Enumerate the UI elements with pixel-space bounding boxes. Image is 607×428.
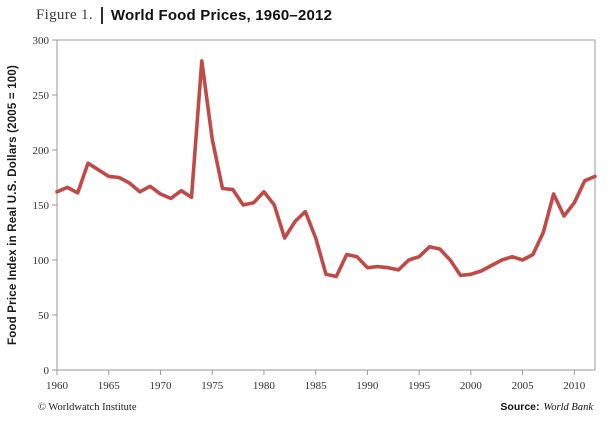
y-tick-label: 150 (33, 200, 50, 212)
y-tick-label: 0 (44, 365, 50, 377)
y-tick-label: 100 (33, 255, 50, 267)
source-label: Source: (500, 401, 540, 413)
x-tick-label: 1980 (253, 380, 276, 392)
source-value: World Bank (543, 402, 594, 413)
x-tick-label: 1990 (356, 380, 379, 392)
y-tick-label: 50 (38, 310, 50, 322)
y-tick-label: 200 (33, 145, 50, 157)
copyright-text: © Worldwatch Institute (38, 402, 137, 413)
figure-header: Figure 1. World Food Prices, 1960–2012 (36, 7, 332, 24)
line-chart: 0 50 100 150 200 250 300 1960 1965 1970 1975 1980 19… (33, 35, 597, 392)
x-tick-label: 2005 (512, 380, 535, 392)
x-tick-label: 2010 (563, 380, 586, 392)
figure-label: Figure 1. (36, 7, 93, 23)
header-divider (100, 7, 103, 24)
y-tick-label: 250 (33, 90, 50, 102)
x-tick-label: 1975 (201, 380, 224, 392)
x-tick-label: 2000 (460, 380, 483, 392)
x-tick-label: 1965 (98, 380, 121, 392)
source-attribution: Source: World Bank (500, 401, 593, 413)
x-tick-label: 1985 (305, 380, 328, 392)
x-tick-label: 1970 (149, 380, 172, 392)
food-price-index-series (55, 59, 597, 279)
plot-border (56, 39, 596, 371)
x-tick-label: 1960 (46, 380, 69, 392)
figure-title: World Food Prices, 1960–2012 (110, 7, 333, 24)
y-tick-label: 300 (33, 35, 50, 47)
x-tick-label: 1995 (408, 380, 431, 392)
